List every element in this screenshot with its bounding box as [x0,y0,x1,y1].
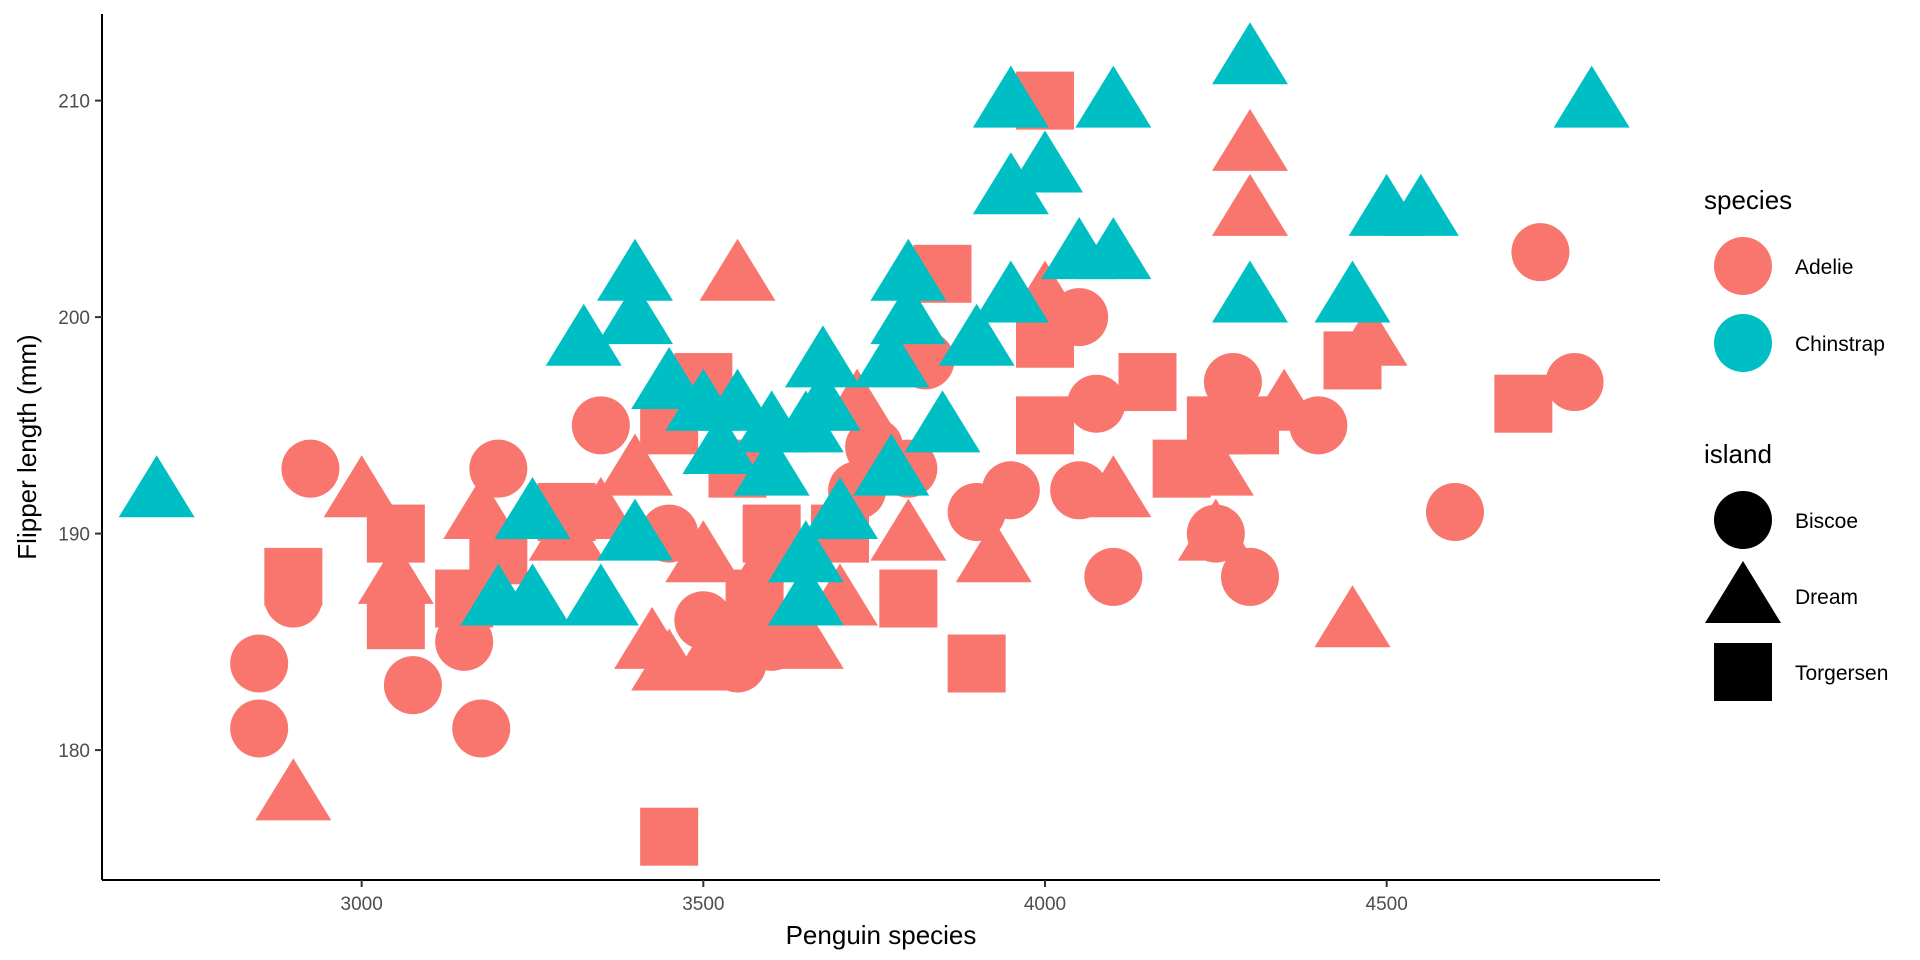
data-point [674,591,733,650]
data-point [981,461,1040,520]
data-point [597,282,673,345]
data-point [682,412,759,474]
data-point [665,628,742,691]
data-point [230,634,289,693]
axis-ticks: 3000 3500 4000 4500 180 190 200 210 [58,92,1408,915]
legend-label-adelie: Adelie [1795,256,1853,279]
data-point [972,65,1049,128]
data-point [1553,65,1630,128]
data-point [264,547,323,606]
data-point [494,563,571,626]
data-point [1212,173,1288,236]
data-point [640,807,699,866]
data-point [366,504,425,563]
y-tick-label: 190 [58,525,90,546]
legend-label-torgersen: Torgersen [1795,662,1888,685]
data-point [1067,374,1126,433]
data-point [494,476,571,539]
data-point [1511,223,1570,282]
points-layer [118,22,1630,866]
data-point [665,520,742,583]
data-point [545,303,622,366]
legend-key-chinstrap [1714,314,1772,372]
y-axis-title: Flipper length (mm) [12,334,42,559]
legend-label-chinstrap: Chinstrap [1795,333,1885,356]
data-point [1494,374,1553,433]
data-point [597,238,673,301]
legend-title-species: species [1704,185,1792,215]
data-point [562,563,639,626]
x-tick-label: 4000 [1024,894,1066,915]
data-point [1314,585,1391,648]
data-point [784,368,861,431]
data-point [972,260,1049,323]
legend-key-dream [1705,561,1781,623]
data-point [1314,260,1391,323]
data-point [767,520,844,583]
y-tick-label: 180 [58,741,90,762]
data-point [1075,455,1152,518]
legend-label-dream: Dream [1795,586,1858,609]
data-point [784,325,861,388]
legend: species Adelie Chinstrap island Biscoe Dream T… [1704,185,1888,701]
data-point [571,396,630,455]
data-point [1075,65,1152,128]
data-point [870,498,947,561]
x-axis-title: Penguin species [786,920,977,950]
data-point [947,634,1006,693]
data-point [802,476,878,539]
data-point [955,520,1032,583]
data-point [1016,396,1074,455]
y-tick-label: 210 [58,92,90,113]
data-point [255,758,332,821]
data-point [281,439,340,498]
data-point [443,476,520,539]
data-point [1118,353,1177,412]
data-point [767,606,844,669]
data-point [1221,547,1279,606]
legend-key-adelie [1714,237,1772,295]
data-point [1075,217,1152,280]
data-point [1084,547,1143,606]
x-tick-label: 3000 [341,894,383,915]
x-tick-label: 4500 [1366,894,1408,915]
data-point [323,455,400,518]
legend-key-torgersen [1714,643,1772,701]
data-point [230,699,289,758]
data-point [1382,173,1459,236]
data-point [904,390,981,453]
data-point [870,238,947,301]
data-point [870,282,947,345]
y-tick-label: 200 [58,308,90,329]
x-tick-label: 3500 [682,894,724,915]
data-point [1221,396,1279,455]
legend-key-biscoe [1714,491,1772,549]
legend-label-biscoe: Biscoe [1795,510,1858,533]
data-point [383,656,442,715]
data-point [699,238,776,301]
data-point [1212,108,1288,171]
data-point [366,591,425,650]
data-point [1212,22,1288,85]
data-point [853,325,930,388]
data-point [938,303,1015,366]
data-point [1007,130,1083,193]
legend-title-island: island [1704,439,1772,469]
data-point [972,152,1049,215]
data-point [1212,260,1288,323]
data-point [597,433,673,496]
data-point [357,541,434,604]
data-point [118,455,195,518]
data-point [597,498,673,561]
data-point [1426,482,1484,541]
data-point [733,433,810,496]
data-point [879,569,938,628]
data-point [452,699,511,758]
data-point [853,433,930,496]
data-point [1323,331,1382,390]
data-point [1545,353,1604,412]
data-point [767,563,844,626]
data-point [1177,498,1254,561]
